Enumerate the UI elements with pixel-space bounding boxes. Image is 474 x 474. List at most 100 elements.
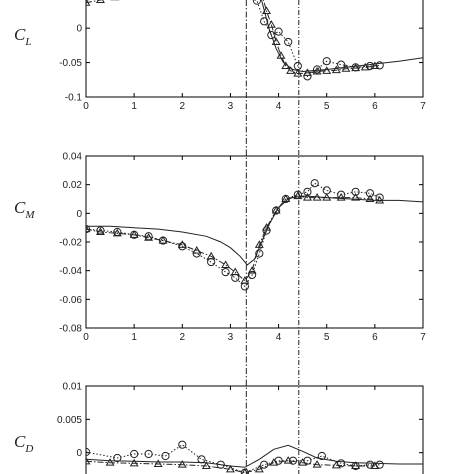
data-point-triangle <box>331 65 341 74</box>
data-point-triangle <box>271 205 281 214</box>
data-point-triangle <box>86 0 91 6</box>
data-point-triangle <box>276 51 286 59</box>
data-point-circle <box>317 451 326 461</box>
data-point-circle <box>158 236 168 245</box>
panel-m: 0 1 2 3 4 5 6 7 -0.08 -0.06 -0.04 -0.02 0 0.02 0.04 CM <box>14 152 426 344</box>
data-point-circle <box>240 282 249 291</box>
data-point-triangle <box>247 266 257 274</box>
x-tick-label: 0 <box>83 101 89 112</box>
data-point-triangle <box>177 240 187 248</box>
data-point-triangle <box>312 460 322 468</box>
data-point-circle <box>365 460 375 469</box>
data-point-triangle <box>201 461 211 470</box>
data-point-triangle <box>322 66 332 74</box>
data-point-circle <box>86 447 91 457</box>
data-point-circle <box>365 189 375 198</box>
data-point-circle <box>288 456 298 465</box>
data-point-triangle <box>281 61 291 70</box>
x-tick-label: 1 <box>131 101 137 112</box>
data-point-circle <box>197 455 206 464</box>
data-point-triangle <box>158 235 168 244</box>
data-point-circle <box>303 456 312 465</box>
y-tick-label: 0.005 <box>57 415 82 426</box>
data-point-circle <box>267 30 276 40</box>
x-tick-label: 1 <box>131 332 137 343</box>
y-tick-label: -0.05 <box>59 58 82 69</box>
data-point-circle <box>216 460 225 469</box>
x-tick-label: 7 <box>420 332 426 343</box>
data-point-circle <box>281 194 290 204</box>
series-1 <box>86 456 380 474</box>
x-tick-label: 0 <box>83 332 89 343</box>
y-tick-label: -0.02 <box>59 238 82 249</box>
data-point-circle <box>293 190 302 199</box>
y-axis-label: CM <box>14 198 35 221</box>
series-2 <box>86 179 384 291</box>
data-point-circle <box>178 440 187 449</box>
data-point-triangle <box>254 464 264 473</box>
data-point-circle <box>284 37 293 47</box>
y-tick-label: 0 <box>76 24 82 35</box>
x-tick-label: 4 <box>276 332 282 343</box>
y-axis-label-main: C <box>14 432 26 451</box>
data-point-circle <box>86 225 91 234</box>
data-point-circle <box>161 451 170 461</box>
data-point-circle <box>113 453 122 463</box>
data-point-circle <box>322 57 331 66</box>
data-point-circle <box>255 249 264 258</box>
data-point-triangle <box>286 66 296 74</box>
data-point-triangle <box>86 224 91 233</box>
data-point-circle <box>247 270 257 280</box>
data-point-circle <box>207 257 216 267</box>
data-point-circle <box>293 61 302 71</box>
data-point-triangle <box>312 66 322 75</box>
axes-box <box>85 385 424 474</box>
data-point-triangle <box>262 6 272 14</box>
data-point-circle <box>240 468 249 474</box>
data-point-circle <box>351 63 360 72</box>
data-point-circle <box>351 187 360 196</box>
y-tick-label: 0.04 <box>63 152 83 163</box>
data-point-circle <box>303 72 312 81</box>
data-point-triangle <box>177 460 187 468</box>
y-axis-label-sub: L <box>24 36 31 48</box>
x-tick-label: 3 <box>228 332 234 343</box>
data-point-triangle <box>254 240 264 248</box>
y-axis-label-sub: D <box>24 443 33 455</box>
y-tick-label: 0 <box>76 448 82 459</box>
data-point-circle <box>221 268 230 277</box>
data-point-circle <box>310 179 319 188</box>
series-line <box>86 460 375 474</box>
series-1 <box>86 0 380 77</box>
data-point-circle <box>113 227 122 237</box>
data-point-circle <box>337 60 346 69</box>
data-point-triangle <box>370 461 380 470</box>
data-point-circle <box>274 27 283 36</box>
data-point-triangle <box>95 0 105 3</box>
data-point-triangle <box>365 194 375 203</box>
y-tick-label: -0.1 <box>65 93 83 104</box>
series-line <box>86 195 380 282</box>
data-point-circle <box>260 460 269 469</box>
series-2 <box>252 0 384 81</box>
data-point-circle <box>252 0 262 5</box>
data-point-triangle <box>302 68 312 76</box>
data-point-triangle <box>230 267 240 276</box>
data-point-circle <box>178 242 187 251</box>
data-point-triangle <box>281 194 291 203</box>
data-point-triangle <box>302 192 312 201</box>
data-point-triangle <box>341 64 351 72</box>
y-tick-label: -0.06 <box>59 295 82 306</box>
series-line <box>86 0 423 73</box>
data-point-triangle <box>266 20 276 28</box>
data-point-triangle <box>336 192 346 201</box>
data-point-triangle <box>221 260 231 268</box>
series-line <box>86 444 380 474</box>
data-point-circle <box>375 61 384 70</box>
series-0 <box>86 0 423 73</box>
x-tick-label: 2 <box>180 332 186 343</box>
data-point-triangle <box>312 192 322 201</box>
